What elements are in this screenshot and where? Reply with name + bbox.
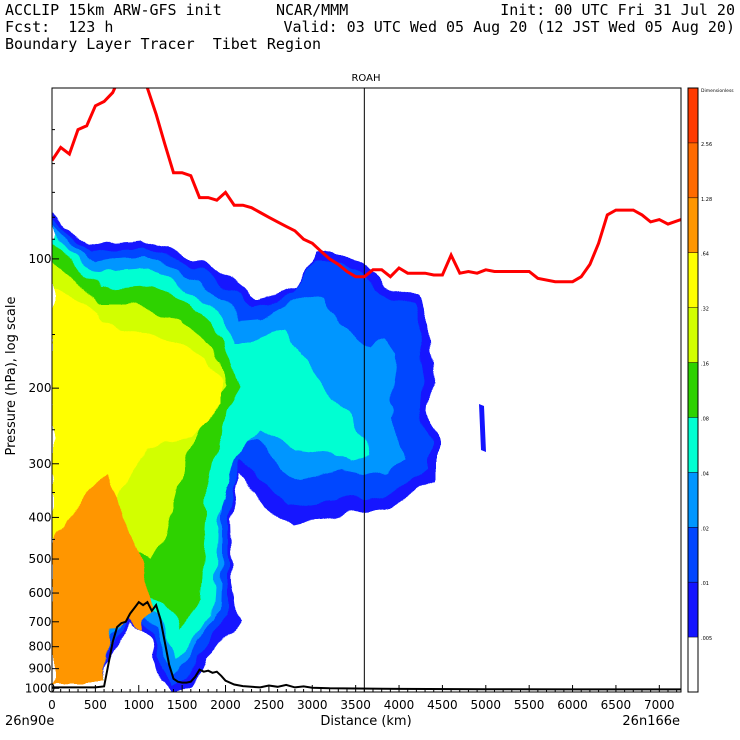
x-tick-label: 3000 [297,698,328,712]
colorbar-swatch [688,637,698,692]
colorbar-swatch [688,527,698,583]
tracer-isolated-patch [479,404,486,452]
colorbar-swatch [688,417,698,473]
y-axis-label: Pressure (hPa), log scale [4,297,19,456]
chart-title: ROAH [351,73,380,84]
y-tick-label: 700 [29,615,52,629]
x-tick-label: 3500 [340,698,371,712]
colorbar-swatch [688,307,698,363]
y-tick-label: 200 [29,381,52,395]
x-axis-label: Distance (km) [320,714,411,729]
y-tick-label: 900 [29,662,52,676]
colorbar: Dimensionless 2.56 1.28 .64 .32 .16 .08 .04 .02.… [687,87,734,693]
x-tick-label: 2000 [210,698,241,712]
colorbar-swatch [688,472,698,528]
x-axis: 0 500 1000 1500 2000 2500 3000 3500 4000 4500 5000… [48,685,678,712]
x-tick-label: 4000 [384,698,415,712]
x-tick-label: 4500 [427,698,458,712]
colorbar-label: .32 [701,307,709,313]
colorbar-label: .64 [701,252,709,258]
colorbar-label: .02 [701,526,709,532]
y-tick-label: 800 [29,640,52,654]
colorbar-swatch [688,252,698,308]
colorbar-swatch [688,362,698,418]
header-line1-left: ACCLIP 15km ARW-GFS init [5,1,222,19]
y-tick-label: 300 [29,457,52,471]
colorbar-label: 1.28 [701,197,712,203]
y-tick-label: 500 [29,552,52,566]
colorbar-swatch [688,88,698,143]
x-tick-label: 7000 [644,698,675,712]
colorbar-label: .04 [701,471,709,477]
right-endpoint-label: 26n166e [622,714,680,729]
header-line2-right: Valid: 03 UTC Wed 05 Aug 20 (12 JST Wed … [283,18,735,36]
x-tick-label: 6000 [557,698,588,712]
x-tick-label: 0 [48,698,56,712]
colorbar-swatch [688,142,698,198]
x-tick-label: 1500 [167,698,198,712]
y-axis: 100 200 300 400 500 600 700 800 900 1000 [25,129,59,695]
tracer-fill [52,210,486,692]
x-tick-label: 500 [84,698,107,712]
y-tick-label: 600 [29,586,52,600]
header-line3-left: Boundary Layer Tracer Tibet Region [5,35,322,53]
x-tick-label: 1000 [123,698,154,712]
y-tick-label: 1000 [25,681,56,695]
x-tick-label: 5500 [514,698,545,712]
plot-frame [51,87,682,693]
colorbar-label: 2.56 [701,142,712,148]
tropopause-line [52,88,681,284]
colorbar-frame [687,87,699,693]
colorbar-label: .01 [701,581,709,587]
x-tick-label: 2500 [254,698,285,712]
tracer-level-128 [52,475,152,684]
x-tick-label: 5000 [471,698,502,712]
colorbar-label: .16 [701,362,709,368]
y-tick-label: 400 [29,510,52,524]
header-line2-left: Fcst: 123 h [5,18,114,36]
y-tick-label: 100 [29,252,52,266]
terrain-line [52,600,681,691]
header-line1-mid: NCAR/MMM [276,1,349,19]
colorbar-label: .08 [701,416,709,422]
left-endpoint-label: 26n90e [5,714,54,729]
x-tick-label: 6500 [601,698,632,712]
header-line1-right: Init: 00 UTC Fri 31 Jul 20 [500,1,735,19]
colorbar-label: Dimensionless [701,88,734,94]
colorbar-swatch [688,582,698,638]
colorbar-label: .005 [701,636,712,642]
colorbar-swatch [688,197,698,253]
